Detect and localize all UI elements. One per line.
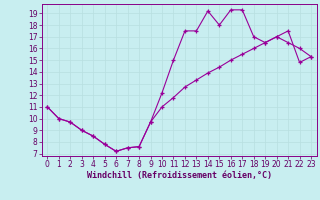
X-axis label: Windchill (Refroidissement éolien,°C): Windchill (Refroidissement éolien,°C) bbox=[87, 171, 272, 180]
